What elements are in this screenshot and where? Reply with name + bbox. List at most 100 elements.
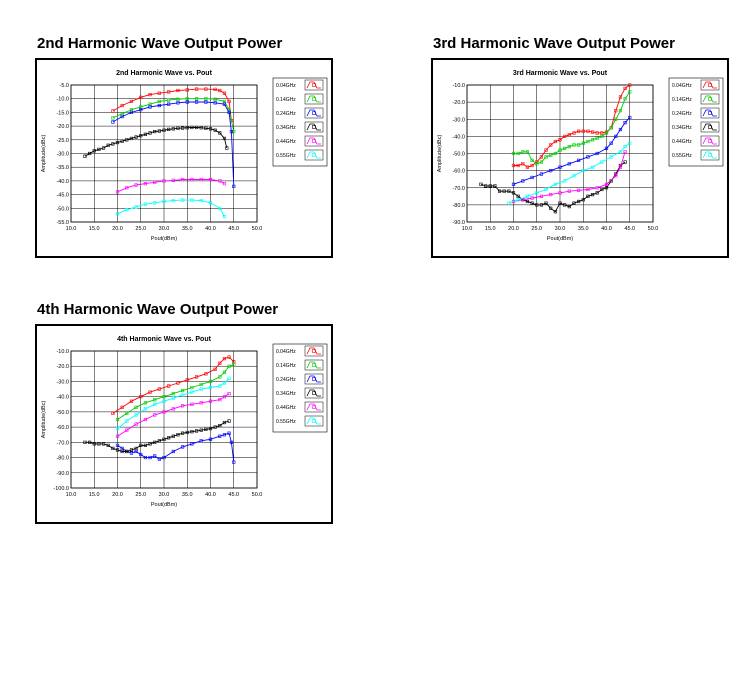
- legend-line: [306, 389, 321, 397]
- data-point: [577, 199, 581, 204]
- data-point: [111, 411, 115, 416]
- y-tick-label: -45.0: [56, 193, 69, 199]
- x-tick-label: 10.0: [66, 492, 77, 498]
- data-point: [609, 126, 613, 130]
- legend-line: [306, 361, 321, 369]
- x-tick-label: 30.0: [555, 226, 566, 232]
- y-tick-label: -10.0: [56, 349, 69, 355]
- data-point: [162, 410, 166, 414]
- legend-marker: [708, 97, 712, 101]
- data-point: [222, 433, 227, 437]
- legend-swatch: [304, 373, 324, 385]
- legend-swatch: [304, 387, 324, 399]
- data-point: [194, 429, 199, 433]
- data-point: [185, 430, 189, 435]
- y-tick-label: -100.0: [53, 486, 69, 492]
- data-point: [572, 174, 576, 178]
- legend-marker: [708, 153, 712, 157]
- data-point: [618, 127, 623, 132]
- data-point: [134, 449, 138, 454]
- data-point: [115, 140, 120, 145]
- data-point: [586, 155, 590, 159]
- data-point: [153, 129, 157, 134]
- data-point: [208, 437, 213, 441]
- data-point: [111, 142, 115, 146]
- data-point: [143, 417, 147, 422]
- data-point: [194, 375, 199, 379]
- data-point: [525, 165, 530, 169]
- data-point: [153, 402, 157, 406]
- chart-2nd-harmonic: 2nd Harmonic Wave vs. Pout 10.0 15.0 20.0 25…: [41, 70, 328, 242]
- data-point: [125, 138, 129, 142]
- y-tick-label: -40.0: [452, 134, 465, 140]
- data-point: [115, 443, 120, 447]
- data-point: [125, 428, 129, 432]
- legend-line: [306, 347, 321, 355]
- data-point: [185, 126, 189, 130]
- data-point: [595, 186, 599, 190]
- data-point: [167, 98, 171, 102]
- section-title-2nd: 2nd Harmonic Wave Output Power: [37, 35, 283, 52]
- data-point: [614, 134, 618, 138]
- series-line: [513, 117, 631, 185]
- data-point: [229, 440, 234, 444]
- legend-marker: [708, 139, 712, 143]
- legend-label: 0.14GHz: [276, 363, 296, 369]
- x-tick-label: 30.0: [159, 226, 170, 232]
- data-point: [208, 127, 213, 131]
- data-point: [600, 187, 604, 192]
- data-point: [232, 360, 236, 364]
- data-point: [153, 454, 157, 458]
- data-point: [208, 379, 213, 384]
- data-point: [120, 446, 124, 451]
- legend-marker: [312, 83, 316, 87]
- data-point: [204, 372, 208, 376]
- data-point: [618, 150, 623, 154]
- data-point: [208, 177, 213, 182]
- data-point: [577, 143, 581, 147]
- legend-marker: [312, 139, 316, 143]
- data-point: [595, 191, 599, 195]
- data-point: [600, 160, 604, 164]
- data-point: [525, 199, 530, 204]
- chart-3rd-harmonic: 3rd Harmonic Wave vs. Pout 10.0 15.0 20.0 25…: [437, 70, 724, 242]
- data-point: [208, 201, 213, 205]
- data-point: [218, 384, 222, 388]
- chart-panel-2nd: 2nd Harmonic Wave vs. Pout 10.0 15.0 20.0 25…: [35, 58, 333, 258]
- data-point: [181, 445, 185, 449]
- legend-line: [306, 137, 321, 145]
- data-point: [157, 387, 161, 391]
- data-point: [213, 425, 217, 429]
- data-point: [232, 184, 236, 188]
- data-point: [229, 129, 234, 134]
- y-tick-label: -20.0: [452, 100, 465, 106]
- data-point: [558, 148, 562, 152]
- data-point: [157, 439, 161, 443]
- data-point: [497, 189, 502, 193]
- x-tick-label: 20.0: [112, 226, 123, 232]
- data-point: [530, 175, 534, 180]
- data-point: [111, 120, 115, 124]
- chart-4th-harmonic: 4th Harmonic Wave vs. Pout 10.0 15.0 20.0 25…: [41, 336, 328, 508]
- data-point: [623, 145, 627, 149]
- x-axis-label: Pout(dBm): [151, 502, 177, 508]
- data-point: [181, 198, 185, 202]
- data-point: [521, 179, 525, 183]
- legend-label: 0.55GHz: [276, 419, 296, 425]
- legend-label: 0.24GHz: [672, 111, 692, 117]
- data-point: [572, 131, 576, 135]
- legend-marker: [312, 419, 316, 423]
- data-point: [539, 172, 543, 176]
- data-point: [567, 145, 571, 149]
- data-point: [171, 199, 175, 203]
- data-point: [218, 131, 222, 135]
- x-tick-label: 35.0: [182, 492, 193, 498]
- legend-swatch: [700, 93, 720, 105]
- x-tick-label: 50.0: [648, 226, 659, 232]
- data-point: [628, 141, 632, 145]
- data-point: [577, 158, 581, 162]
- y-tick-label: -70.0: [56, 440, 69, 446]
- data-point: [218, 398, 222, 402]
- y-tick-label: -40.0: [56, 179, 69, 185]
- data-point: [558, 138, 562, 142]
